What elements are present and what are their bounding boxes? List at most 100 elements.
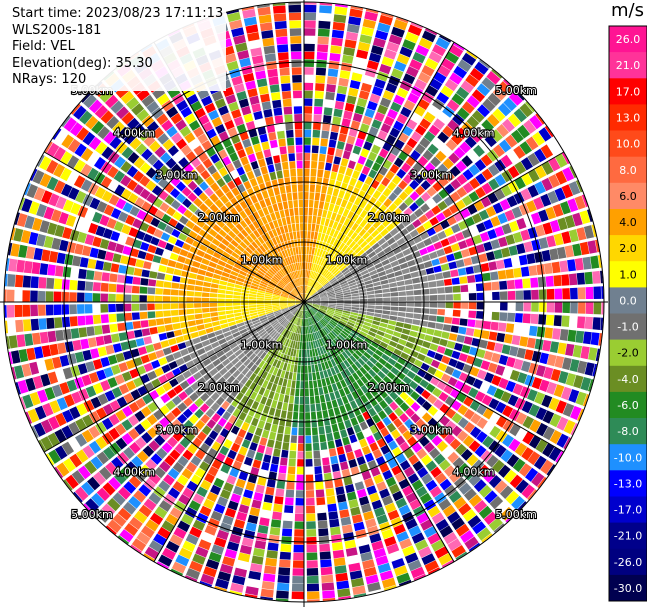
ppi-gate [444,286,453,294]
ppi-gate [475,124,489,138]
ppi-gate [346,393,354,402]
ppi-gate [353,521,365,532]
ppi-gate [66,155,80,169]
ppi-gate [304,302,311,309]
ppi-gate [255,393,263,403]
ppi-gate [329,331,336,339]
ppi-gate [595,348,600,362]
ppi-gate [82,349,92,361]
ppi-gate [194,467,206,479]
ppi-gate [375,305,383,310]
ppi-gate [176,99,189,112]
ppi-gate [187,314,195,321]
ppi-gate [105,461,118,475]
ppi-gate [92,282,101,292]
ppi-gate [231,187,240,197]
ppi-gate [298,192,303,200]
ppi-gate [272,367,279,376]
ppi-gate [248,407,256,417]
ppi-gate [328,298,336,301]
ppi-gate [495,401,507,414]
ppi-gate [334,337,342,345]
ppi-gate [306,497,315,506]
ppi-gate [339,125,349,135]
ppi-gate [292,90,302,99]
ppi-gate [281,308,289,312]
ppi-gate [410,149,421,161]
ppi-gate [320,299,329,301]
ppi-gate [248,255,257,262]
ppi-gate [304,231,307,239]
ppi-gate [320,566,333,576]
ppi-gate [347,160,356,170]
ppi-gate [264,116,274,126]
ppi-gate [117,535,130,545]
ppi-gate [342,235,350,244]
ppi-gate [488,331,498,341]
ppi-gate [498,236,508,248]
ppi-gate [413,573,426,581]
ppi-gate [389,127,401,138]
ppi-gate [304,199,309,208]
ppi-gate [309,380,314,389]
ppi-gate [383,333,393,340]
ppi-gate [519,141,533,155]
ppi-gate [402,73,416,85]
ppi-gate [487,192,499,204]
ppi-gate [188,138,200,150]
ppi-gate [304,302,311,308]
ppi-gate [418,37,433,50]
ppi-gate [171,395,182,406]
ppi-gate [441,331,450,340]
ppi-gate [331,383,338,392]
ppi-gate [267,164,275,173]
ppi-gate [160,340,170,348]
ppi-gate [367,266,376,273]
ppi-gate [148,492,162,505]
ppi-gate [179,215,189,225]
ppi-gate [374,246,383,254]
ppi-gate [140,419,152,431]
ppi-gate [374,334,384,341]
ppi-gate [473,479,487,493]
ppi-gate [480,360,491,371]
ppi-gate [352,64,365,75]
ppi-gate [399,262,409,270]
ppi-gate [272,332,279,339]
ppi-gate [438,188,449,199]
ppi-gate [588,347,598,361]
ppi-gate [431,205,442,215]
ppi-gate [359,304,368,308]
ppi-gate [334,347,342,355]
range-label: 5.00km [495,84,537,97]
ppi-gate [330,171,338,180]
ppi-gate [330,45,342,54]
ppi-gate [240,376,249,385]
ppi-gate [405,396,415,407]
ppi-gate [247,88,258,98]
ppi-gate [51,384,63,398]
ppi-gate [186,568,201,580]
ppi-gate [371,365,380,374]
ppi-gate [299,342,302,350]
ppi-gate [377,214,387,224]
ppi-gate [248,302,257,305]
ppi-gate [544,327,553,339]
ppi-gate [534,391,546,405]
ppi-gate [292,247,296,255]
ppi-gate [300,270,303,278]
ppi-gate [125,461,138,474]
ppi-gate [295,299,303,302]
ppi-gate [234,213,243,223]
ppi-gate [278,138,286,147]
ppi-gate [355,336,364,344]
ppi-gate [285,232,291,241]
ppi-gate [352,112,363,123]
ppi-gate [340,379,347,388]
ppi-gate [301,246,304,255]
ppi-gate [409,498,422,511]
ppi-gate [400,333,409,341]
ppi-gate [376,266,385,273]
ppi-gate [245,522,257,532]
ppi-gate [299,254,302,262]
